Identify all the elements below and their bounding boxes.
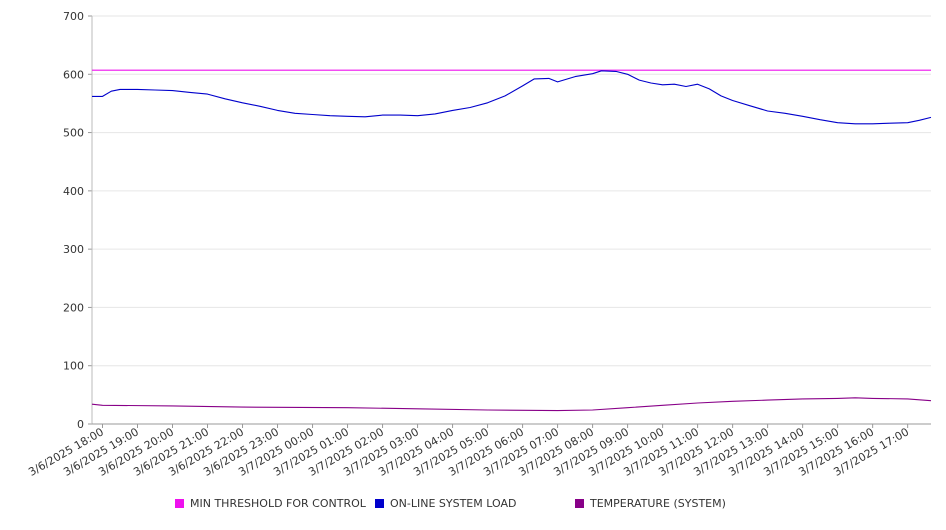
legend-label-temperature: TEMPERATURE (SYSTEM) xyxy=(590,497,726,510)
legend-swatch-system-load xyxy=(375,499,384,508)
series-lines xyxy=(91,69,932,412)
x-tick-labels: 3/6/2025 18:003/6/2025 19:003/6/2025 20:… xyxy=(26,425,911,479)
legend-label-min-threshold: MIN THRESHOLD FOR CONTROL xyxy=(190,497,366,510)
legend-item-min-threshold[interactable]: MIN THRESHOLD FOR CONTROL xyxy=(175,497,366,510)
y-tick-label: 300 xyxy=(63,243,84,256)
legend: MIN THRESHOLD FOR CONTROL ON-LINE SYSTEM… xyxy=(0,497,946,515)
legend-label-system-load: ON-LINE SYSTEM LOAD xyxy=(390,497,517,510)
y-tick-label: 400 xyxy=(63,185,84,198)
y-tick-label: 0 xyxy=(77,418,84,431)
y-tick-label: 500 xyxy=(63,127,84,140)
axes xyxy=(88,15,931,428)
y-tick-label: 100 xyxy=(63,360,84,373)
legend-item-temperature[interactable]: TEMPERATURE (SYSTEM) xyxy=(575,497,726,510)
legend-item-system-load[interactable]: ON-LINE SYSTEM LOAD xyxy=(375,497,516,510)
y-tick-label: 700 xyxy=(63,10,84,23)
series-line-temperature xyxy=(91,397,932,412)
legend-swatch-temperature xyxy=(575,499,584,508)
legend-swatch-min-threshold xyxy=(175,499,184,508)
y-tick-labels: 0 100 200 300 400 500 600 700 xyxy=(63,10,84,431)
grid-lines xyxy=(92,15,931,367)
series-line-system-load xyxy=(92,70,932,125)
y-tick-label: 600 xyxy=(63,68,84,81)
y-tick-label: 200 xyxy=(63,301,84,314)
